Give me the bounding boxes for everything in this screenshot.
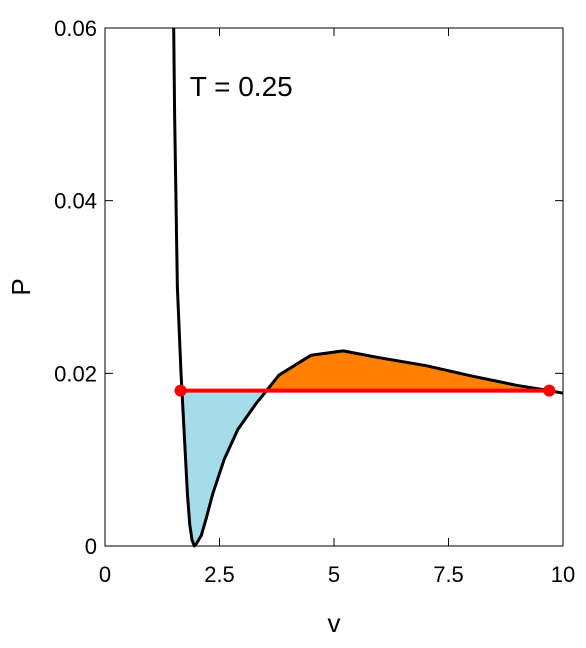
coexistence-point-right (543, 384, 556, 397)
tick-labels: 0 2.5 5 7.5 10 0 0.02 0.04 0.06 (54, 16, 575, 587)
x-tick-label: 2.5 (204, 562, 235, 587)
x-tick-label: 10 (551, 562, 575, 587)
isotherm-curve (172, 27, 564, 548)
y-tick-label: 0.04 (54, 189, 97, 214)
x-tick-label: 7.5 (433, 562, 464, 587)
shaded-region-above (263, 350, 550, 396)
y-axis-label: P (6, 278, 36, 295)
axis-ticks (104, 27, 564, 547)
coexistence-point-left (174, 384, 187, 397)
shaded-region-below (180, 362, 264, 546)
y-tick-label: 0.06 (54, 16, 97, 41)
y-tick-label: 0 (85, 534, 97, 559)
x-tick-label: 0 (99, 562, 111, 587)
temperature-annotation: T = 0.25 (190, 71, 293, 102)
x-axis-label: v (328, 608, 341, 638)
x-tick-label: 5 (328, 562, 340, 587)
y-tick-label: 0.02 (54, 361, 97, 386)
shaded-regions (180, 350, 550, 546)
